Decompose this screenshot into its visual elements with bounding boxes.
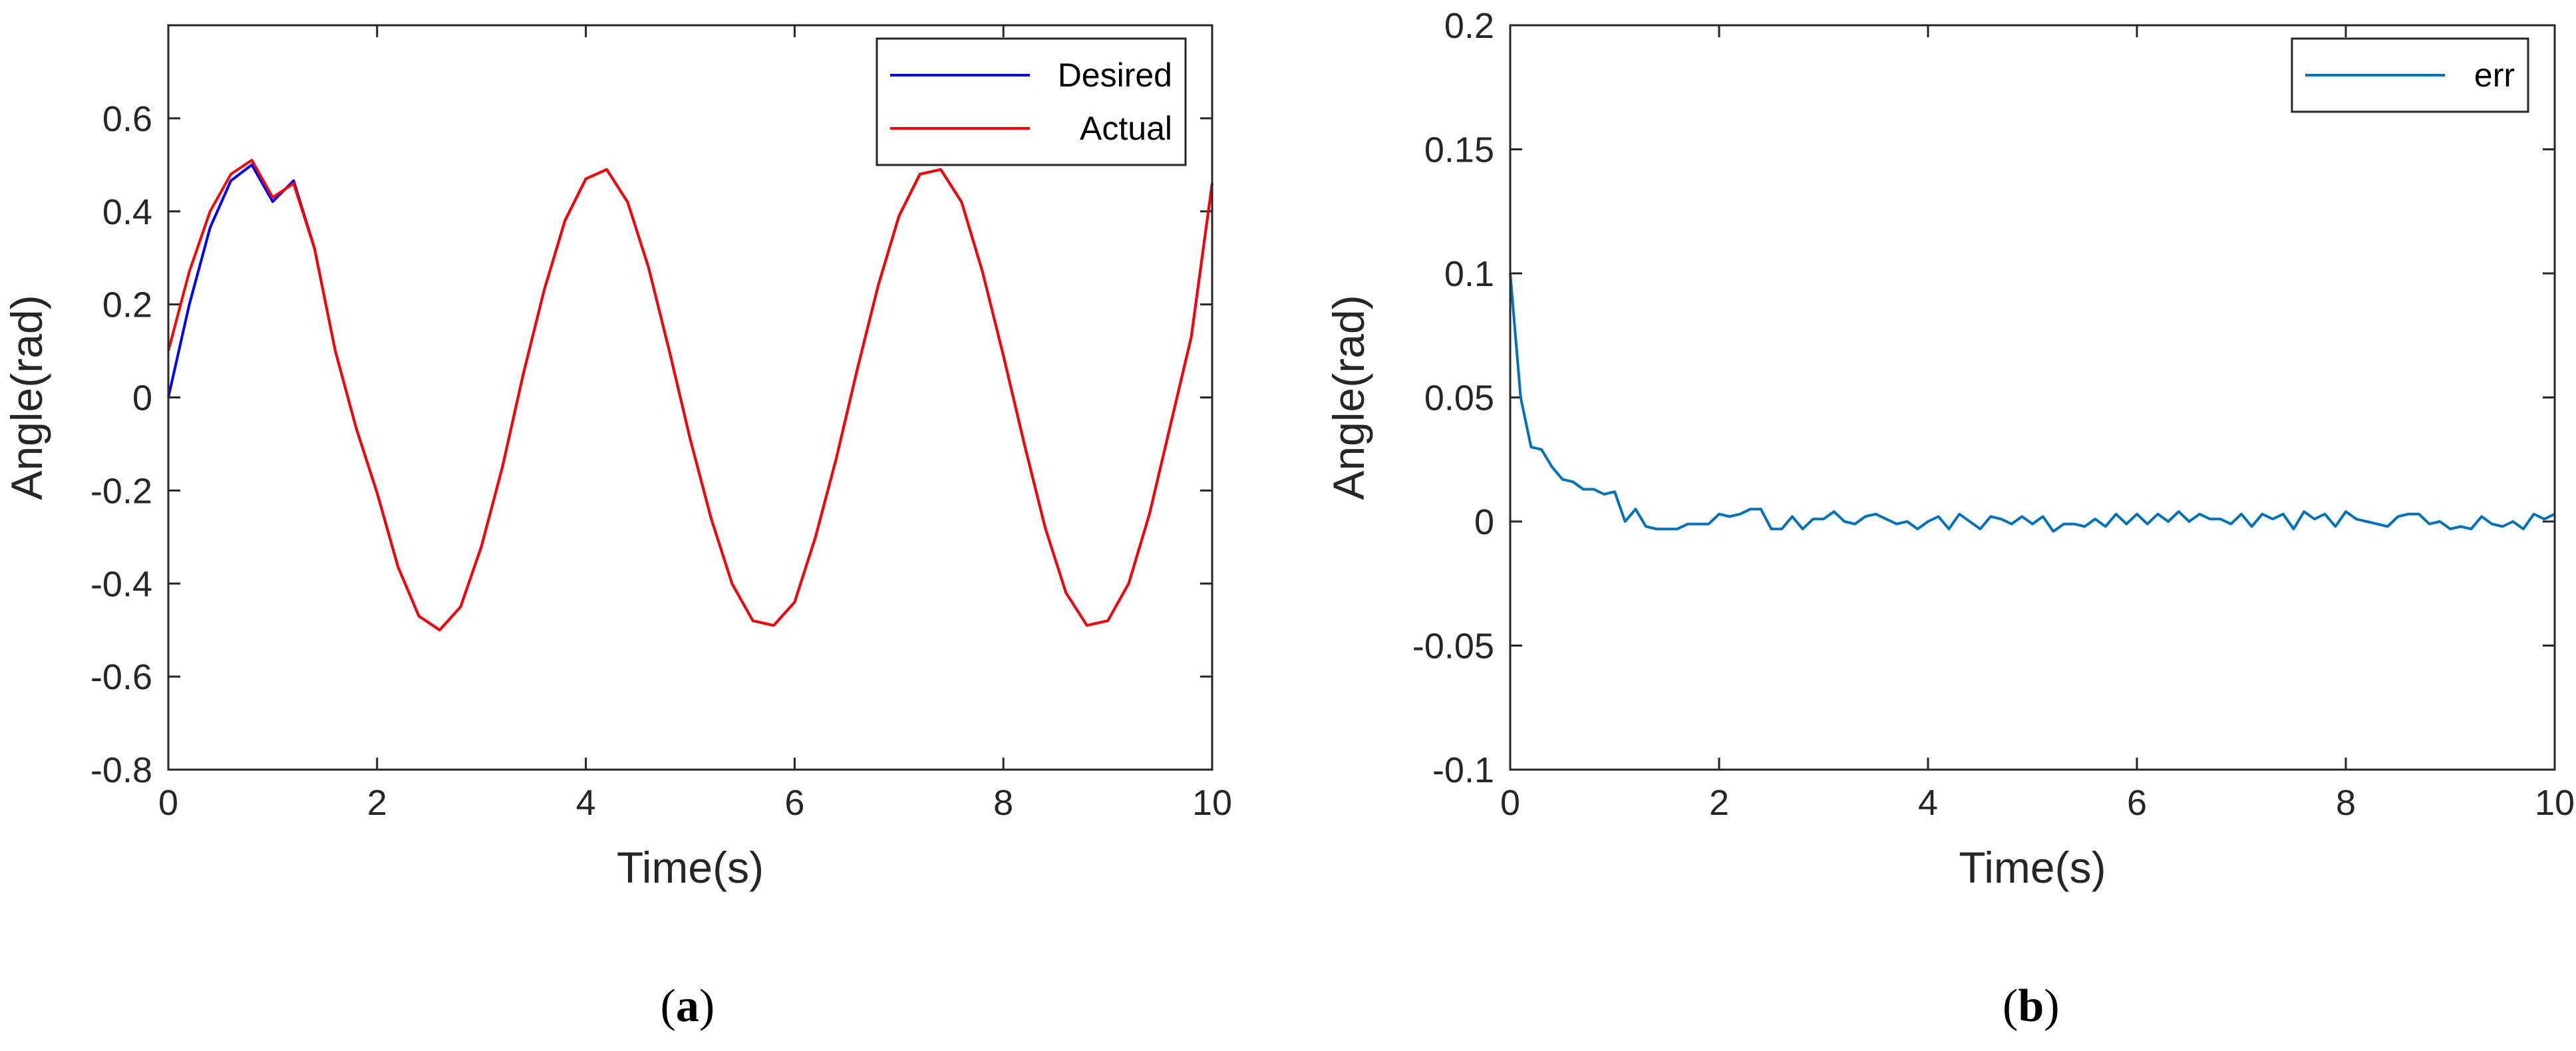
x-tick-label: 8: [2336, 783, 2356, 823]
y-tick-label: -0.6: [90, 657, 152, 697]
y-axis-label: Angle(rad): [1324, 295, 1373, 500]
y-tick-label: 0.2: [1444, 6, 1494, 46]
panel-label: (a): [661, 980, 715, 1032]
y-tick-label: 0.4: [102, 192, 152, 232]
panel-label-letter: b: [2018, 980, 2044, 1032]
legend-label-actual: Actual: [1080, 110, 1172, 147]
x-axis-label: Time(s): [617, 843, 764, 892]
y-tick-label: -0.05: [1412, 627, 1494, 667]
panel-label-letter: a: [676, 980, 699, 1032]
x-tick-label: 6: [784, 783, 804, 823]
x-axis-label: Time(s): [1959, 843, 2106, 892]
series-line-actual: [167, 158, 1213, 632]
x-tick-label: 0: [158, 783, 178, 823]
panel-label-close-paren: ): [2044, 980, 2059, 1032]
panel-label: (b): [2003, 980, 2060, 1032]
y-axis-label: Angle(rad): [2, 295, 51, 500]
chart-panel-a: 0 2 4 6 8 10 -0.8 -0.6 -0.4 -0.2 0 0.2 0.4 0.6 Time(s)…: [2, 24, 1232, 1032]
x-tick-label: 4: [1918, 783, 1938, 823]
y-tick-label: -0.8: [90, 750, 152, 790]
y-tick-label: 0.6: [102, 99, 152, 139]
y-tick-label: 0.1: [1444, 254, 1494, 294]
legend-label-desired: Desired: [1058, 57, 1172, 94]
y-tick-label: 0.05: [1424, 378, 1494, 418]
x-tick-label: 0: [1500, 783, 1520, 823]
y-tick-label: -0.4: [90, 564, 152, 604]
y-tick-label: -0.2: [90, 471, 152, 511]
x-tick-label: 6: [2127, 783, 2147, 823]
series-line-err: [1509, 273, 2555, 533]
axes-box: [167, 24, 1213, 771]
legend: Desired Actual: [876, 37, 1187, 166]
plot-area: [1510, 25, 2555, 770]
panel-label-open-paren: (: [661, 980, 676, 1032]
chart-panel-b: 0 2 4 6 8 10 -0.1 -0.05 0 0.05 0.1 0.15 0.2 Time(s) An…: [1324, 6, 2575, 1032]
y-tick-label: 0.15: [1424, 130, 1494, 170]
x-tick-label: 10: [2535, 783, 2575, 823]
x-tick-label: 8: [993, 783, 1013, 823]
legend: err: [2291, 37, 2529, 113]
x-tick-label: 10: [1192, 783, 1232, 823]
x-tick-label: 2: [367, 783, 387, 823]
panel-label-open-paren: (: [2003, 980, 2018, 1032]
y-tick-label: 0: [1474, 502, 1494, 542]
legend-label-err: err: [2474, 57, 2515, 94]
legend-box: [876, 37, 1187, 166]
axes-box: [1509, 24, 2556, 771]
x-tick-label: 2: [1709, 783, 1729, 823]
panel-label-close-paren: ): [699, 980, 715, 1032]
y-tick-label: -0.1: [1432, 750, 1494, 790]
y-tick-label: 0.2: [102, 285, 152, 325]
y-tick-label: 0: [132, 378, 152, 418]
x-tick-label: 4: [576, 783, 596, 823]
